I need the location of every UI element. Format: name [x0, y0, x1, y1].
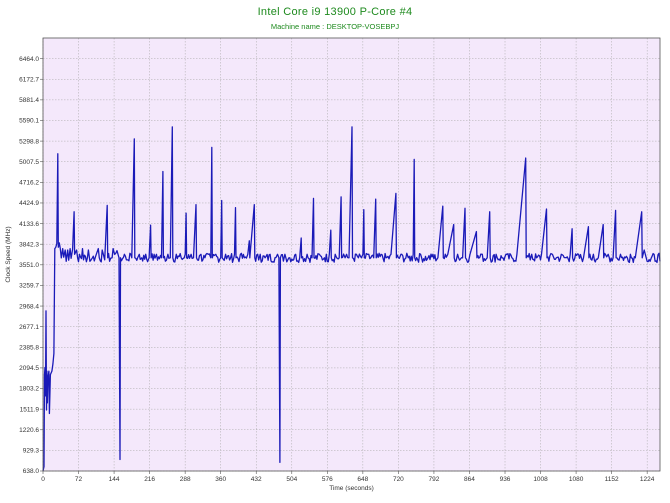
y-tick-label: 1220.6: [19, 427, 39, 434]
y-tick-label: 638.0: [23, 468, 40, 475]
x-tick-label: 1080: [569, 476, 584, 483]
y-tick-label: 2968.4: [19, 303, 39, 310]
x-tick-label: 1224: [640, 476, 655, 483]
x-tick-label: 720: [393, 476, 404, 483]
y-tick-label: 3842.3: [19, 241, 39, 248]
y-tick-label: 5590.1: [19, 118, 39, 125]
x-tick-label: 216: [144, 476, 155, 483]
y-tick-label: 5298.8: [19, 138, 39, 145]
y-axis: 6464.0 6172.7 5881.4 5590.1 5298.8 5007.5 4716…: [19, 56, 43, 475]
y-tick-label: 2677.1: [19, 324, 39, 331]
y-tick-label: 1803.2: [19, 386, 39, 393]
x-tick-label: 72: [75, 476, 83, 483]
x-tick-label: 792: [429, 476, 440, 483]
y-tick-label: 5881.4: [19, 97, 39, 104]
y-tick-label: 4133.6: [19, 221, 39, 228]
y-tick-label: 3259.7: [19, 283, 39, 290]
y-tick-label: 4424.9: [19, 200, 39, 207]
y-tick-label: 5007.5: [19, 159, 39, 166]
plot-area: [43, 38, 660, 471]
x-tick-label: 936: [500, 476, 511, 483]
x-tick-label: 1152: [605, 476, 619, 483]
y-tick-label: 2385.8: [19, 344, 39, 351]
x-axis-label: Time (seconds): [329, 485, 374, 492]
x-tick-label: 144: [109, 476, 120, 483]
y-tick-label: 3551.0: [19, 262, 39, 269]
y-tick-label: 929.3: [23, 448, 40, 455]
x-tick-label: 432: [251, 476, 262, 483]
y-tick-label: 2094.5: [19, 365, 39, 372]
chart-title: Intel Core i9 13900 P-Core #4: [257, 6, 413, 18]
y-tick-label: 6172.7: [19, 76, 39, 83]
x-tick-label: 1008: [533, 476, 548, 483]
y-tick-label: 6464.0: [19, 56, 39, 63]
x-tick-label: 0: [41, 476, 45, 483]
x-tick-label: 576: [322, 476, 333, 483]
chart-subtitle: Machine name : DESKTOP-VOSEBPJ: [270, 22, 400, 31]
plot-frame: [42, 37, 661, 472]
series-group: [42, 126, 661, 472]
y-axis-label: Clock Speed (MHz): [5, 226, 12, 282]
y-tick-label: 4716.2: [19, 180, 39, 187]
x-tick-label: 504: [286, 476, 297, 483]
y-tick-label: 1511.9: [20, 406, 40, 413]
x-tick-label: 648: [357, 476, 368, 483]
grid-lines: [42, 38, 660, 472]
clock-speed-line: [42, 126, 661, 472]
x-tick-label: 288: [180, 476, 191, 483]
x-tick-label: 360: [215, 476, 226, 483]
x-axis: 0 72 144 216 288 360 432 504 576 648 720 792 864 936 1…: [41, 471, 655, 483]
x-tick-label: 864: [464, 476, 475, 483]
